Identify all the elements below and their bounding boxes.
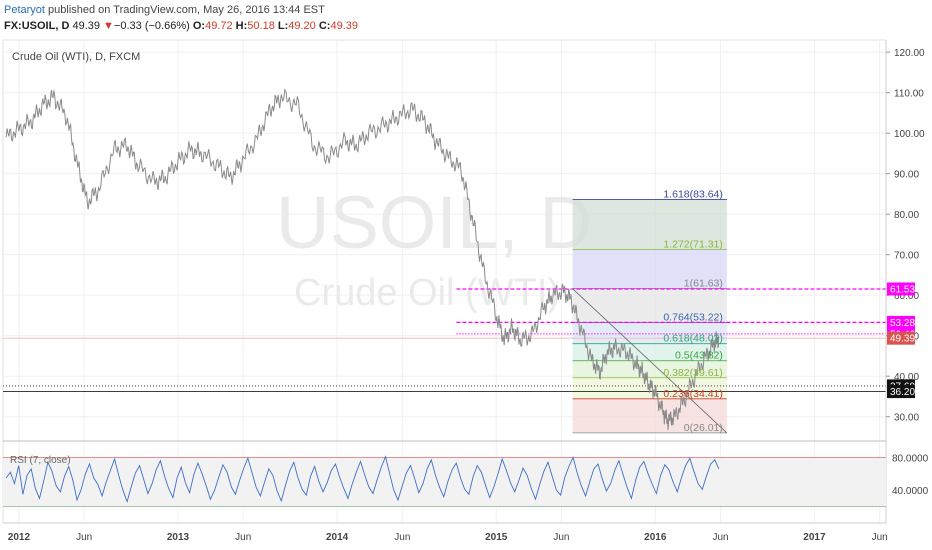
price-tick-label: 120.00 [894,48,925,59]
change-down-icon: ▼ [103,20,114,32]
time-tick-label: 2015 [485,532,508,543]
watermark-name: Crude Oil (WTI) [294,272,560,314]
price-series [5,88,720,431]
time-tick-label: Jun [553,532,569,543]
price-tick-label: 40.00 [894,372,919,383]
time-tick-label: 2016 [644,532,667,543]
time-tick-label: Jun [235,532,251,543]
price-change: −0.33 (−0.66%) [113,20,190,32]
time-tick-label: 2012 [8,532,31,543]
fib-band [572,199,727,250]
price-tag-label: 36.20 [890,387,915,398]
pane-title: Crude Oil (WTI), D, FXCM [12,51,140,63]
watermark-symbol: USOIL, D [276,181,593,264]
price-tag-label: 61.53 [890,284,915,295]
fib-level-label: 1.272(71.31) [663,238,723,250]
publish-header: Petaryot published on TradingView.com, M… [0,0,932,40]
close-label: C: [318,20,331,32]
trend-line[interactable] [572,288,728,434]
time-tick-label: 2014 [326,532,349,543]
horizontal-lines[interactable] [3,288,886,393]
fib-level-label: 0.618(48.02) [663,333,723,345]
publish-line: Petaryot published on TradingView.com, M… [4,4,325,16]
rsi-series [5,455,720,504]
fib-level-labels: 1.618(83.64) 1.272(71.31) 1(61.63) 0.764(53… [663,188,723,433]
price-tick-label: 110.00 [894,89,924,100]
last-price: 49.39 [72,20,100,32]
time-tick-label: 2013 [167,532,190,543]
open-label: O: [192,20,206,32]
fib-level-label: 0(26.01) [684,422,723,434]
publisher-link[interactable]: Petaryot [4,4,45,16]
price-tag [887,282,915,296]
low-label: L: [277,20,289,32]
close-value: 49.39 [330,20,358,32]
fib-level-label: 0.382(39.61) [663,367,723,379]
fib-band [572,398,727,433]
published-text: published on TradingView.com, May 26, 20… [48,4,325,16]
fib-level-label: 1(61.63) [684,278,723,290]
high-value: 50.18 [247,20,275,32]
price-tick-label: 30.00 [894,413,919,424]
symbol-label[interactable]: FX:USOIL, D [4,20,70,32]
rsi-band [3,457,886,507]
time-tick-label: Jun [394,532,410,543]
fib-band [572,288,727,323]
price-tick-label: 90.00 [894,170,919,181]
rsi-tick-label: 40.0000 [892,486,929,497]
fib-level-label: 1.618(83.64) [663,188,723,200]
price-tick-label: 70.00 [894,251,919,262]
price-tick-label: 100.00 [894,129,925,140]
price-tag [887,331,915,345]
price-tag-label: 49.39 [890,334,915,345]
fib-level-label: 0.236(34.41) [663,388,723,400]
rsi-tick-label: 80.0000 [892,453,929,464]
price-tag [887,315,915,329]
time-tick-label: Jun [872,532,888,543]
open-value: 49.72 [205,20,233,32]
price-tick-label: 80.00 [894,210,919,221]
fib-level-label: 0.5(43.82) [675,350,723,362]
time-tick-label: 2017 [803,532,826,543]
low-value: 49.20 [288,20,316,32]
high-label: H: [235,20,248,32]
price-tag-label: 53.28 [890,318,915,329]
time-axis[interactable]: 2012 Jun 2013 Jun 2014 Jun 2015 Jun 2016 Jun 2017 J… [8,532,888,543]
fib-band [572,249,727,289]
quote-line: FX:USOIL, D 49.39 ▼−0.33 (−0.66%) O:49.7… [4,20,358,32]
rsi-axis: 80.0000 40.0000 [892,453,929,497]
fib-band [572,360,727,378]
time-tick-label: Jun [76,532,92,543]
fib-level-label: 0.764(53.22) [663,312,723,324]
price-tag [887,385,915,399]
fib-retracement[interactable] [572,199,727,434]
price-axis[interactable]: 120.00110.00100.0090.0080.0070.0060.0050… [886,48,925,424]
price-tick-label: 60.00 [894,291,919,302]
time-tick-label: Jun [712,532,728,543]
rsi-title: RSI (7, close) [10,455,71,466]
